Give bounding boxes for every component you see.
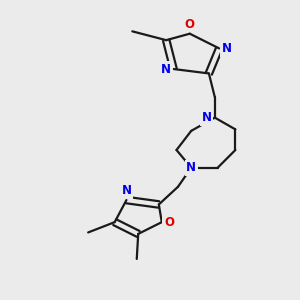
Text: N: N [221, 42, 232, 55]
Text: N: N [122, 184, 131, 197]
Text: N: N [161, 62, 171, 76]
Text: O: O [185, 18, 195, 31]
Text: N: N [202, 111, 212, 124]
Text: O: O [164, 216, 174, 229]
Text: N: N [186, 161, 196, 174]
